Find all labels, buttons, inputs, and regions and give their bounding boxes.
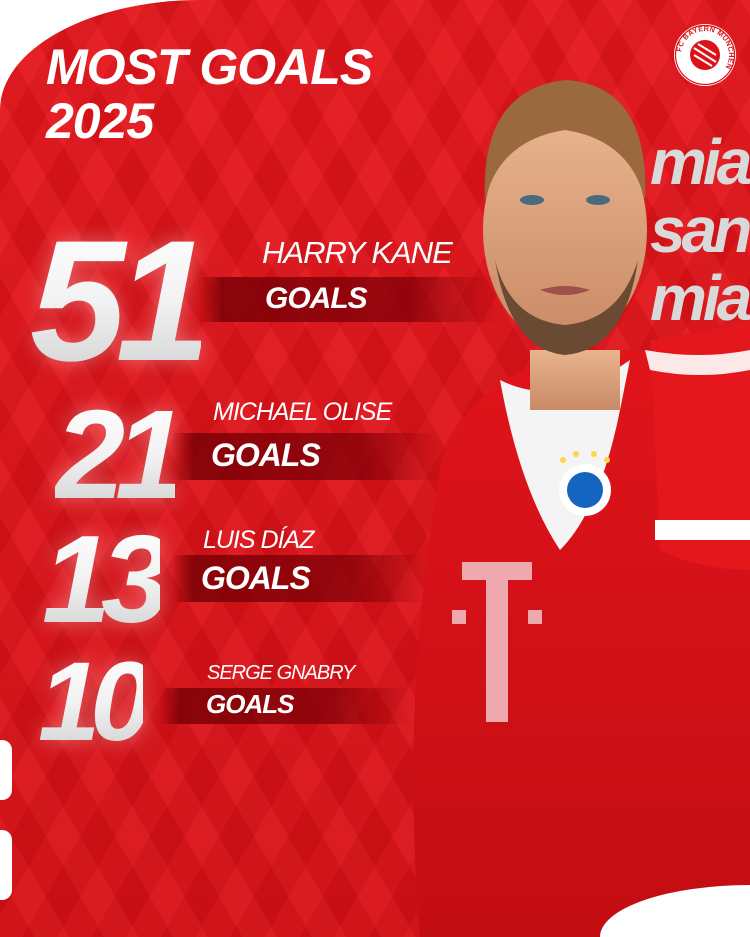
page-title: MOST GOALS 2025 [46, 39, 373, 149]
player-name: SERGE GNABRY [207, 662, 355, 684]
goals-label: GOALS [211, 437, 321, 473]
title-year: 2025 [46, 93, 154, 149]
goals-bar [172, 433, 442, 480]
decorative-shape [0, 740, 12, 800]
decorative-shape [0, 830, 12, 900]
goals-label: GOALS [201, 560, 311, 596]
player-photo [413, 80, 750, 937]
player-name: MICHAEL OLISE [213, 398, 392, 426]
goal-count: 10 [38, 639, 153, 764]
slogan: mia san mia [650, 128, 750, 332]
goals-bar [160, 688, 410, 724]
slogan-word: san [650, 194, 750, 266]
goals-bar [198, 277, 498, 322]
club-logo: FC BAYERN MÜNCHEN [674, 24, 736, 86]
goals-label: GOALS [206, 689, 294, 719]
slogan-word: mia [650, 262, 750, 332]
goals-bar [172, 555, 427, 602]
title-line: MOST GOALS [46, 39, 373, 95]
telekom-t-logo [452, 562, 542, 722]
player-name: LUIS DÍAZ [203, 526, 314, 554]
slogan-word: mia [650, 128, 750, 198]
goal-count: 51 [30, 205, 211, 397]
goal-count: 21 [55, 384, 185, 525]
goals-label: GOALS [265, 282, 368, 315]
player-name: HARRY KANE [262, 235, 453, 270]
goal-count: 13 [42, 511, 170, 649]
